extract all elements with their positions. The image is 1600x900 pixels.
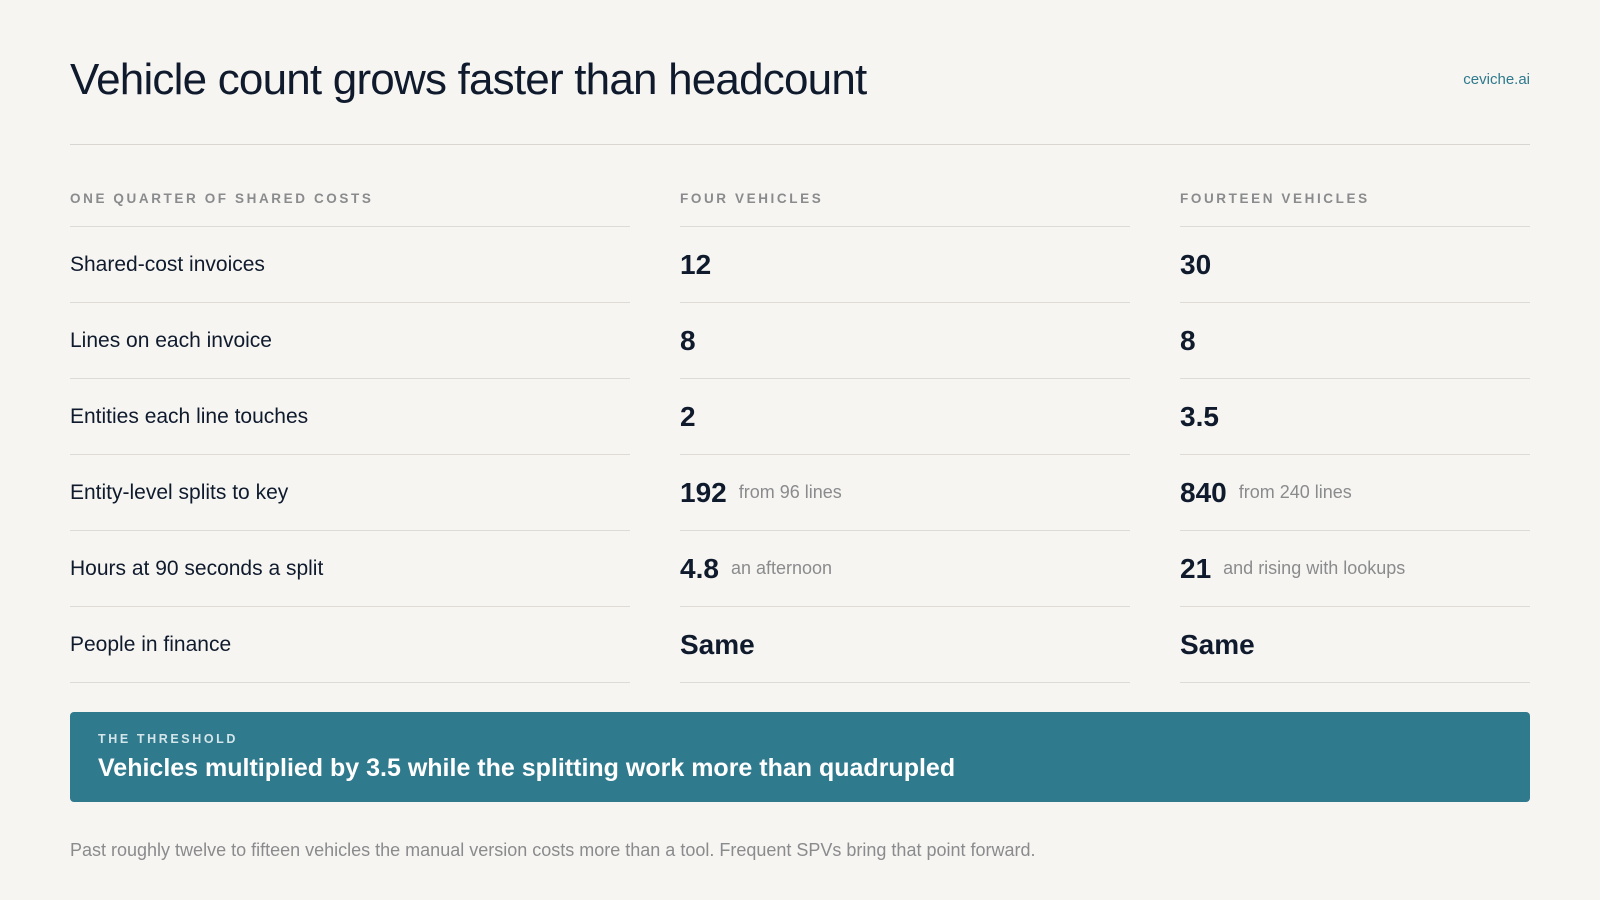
- cell-value: 840: [1180, 476, 1227, 508]
- cell-value: 30: [1180, 248, 1212, 280]
- cell-value: 2: [680, 400, 696, 432]
- table-cell: Same: [1180, 607, 1530, 683]
- table-row: Shared-cost invoices: [70, 227, 630, 303]
- cell-note: from 96 lines: [738, 482, 842, 502]
- table-cell: 2: [680, 379, 1130, 455]
- table-row: Entity-level splits to key: [70, 455, 630, 531]
- table-cell: 840 from 240 lines: [1180, 455, 1530, 531]
- divider: [70, 144, 1530, 145]
- table-cell: 8: [1180, 303, 1530, 379]
- table-cell: 3.5: [1180, 379, 1530, 455]
- column-header: One quarter of shared costs: [70, 182, 630, 227]
- table-cell: 4.8 an afternoon: [680, 531, 1130, 607]
- row-label: Entities each line touches: [70, 404, 309, 428]
- column-four-vehicles: Four vehicles 12 8 2 192 from 96 lines 4.…: [680, 182, 1130, 683]
- table-row: Hours at 90 seconds a split: [70, 531, 630, 607]
- row-label: Hours at 90 seconds a split: [70, 556, 324, 580]
- table-row: Entities each line touches: [70, 379, 630, 455]
- row-label: People in finance: [70, 632, 232, 656]
- callout-text: Vehicles multiplied by 3.5 while the spl…: [98, 754, 956, 782]
- cell-value: 21: [1180, 552, 1212, 584]
- table-cell: Same: [680, 607, 1130, 683]
- cell-value: 3.5: [1180, 400, 1219, 432]
- footnote: Past roughly twelve to fifteen vehicles …: [70, 840, 1036, 860]
- cell-value: Same: [1180, 628, 1255, 660]
- cell-value: 12: [680, 248, 712, 280]
- table-cell: 21 and rising with lookups: [1180, 531, 1530, 607]
- table-cell: 12: [680, 227, 1130, 303]
- cell-value: 8: [680, 324, 696, 356]
- cell-value: 4.8: [680, 552, 719, 584]
- cell-note: an afternoon: [730, 558, 833, 578]
- table-cell: 30: [1180, 227, 1530, 303]
- threshold-callout: The threshold Vehicles multiplied by 3.5…: [70, 712, 1530, 802]
- cell-note: and rising with lookups: [1223, 558, 1406, 578]
- table-cell: 8: [680, 303, 1130, 379]
- cell-value: 192: [680, 476, 727, 508]
- column-fourteen-vehicles: Fourteen vehicles 30 8 3.5 840 from 240 l…: [1130, 182, 1530, 683]
- table-row: Lines on each invoice: [70, 303, 630, 379]
- table-cell: 192 from 96 lines: [680, 455, 1130, 531]
- table-row: People in finance: [70, 607, 630, 683]
- cell-value: 8: [1180, 324, 1196, 356]
- cell-value: Same: [680, 628, 755, 660]
- cell-note: from 240 lines: [1238, 482, 1352, 502]
- column-header: Fourteen vehicles: [1180, 182, 1530, 227]
- column-header: Four vehicles: [680, 182, 1130, 227]
- row-label: Entity-level splits to key: [70, 480, 289, 504]
- brand-label: ceviche.ai: [1463, 71, 1530, 88]
- row-label: Lines on each invoice: [70, 328, 272, 352]
- slide: Vehicle count grows faster than headcoun…: [70, 0, 1530, 900]
- page-title: Vehicle count grows faster than headcoun…: [70, 55, 867, 104]
- callout-kicker: The threshold: [98, 732, 239, 746]
- column-metric: One quarter of shared costs Shared-cost …: [70, 182, 630, 683]
- row-label: Shared-cost invoices: [70, 252, 265, 276]
- header: Vehicle count grows faster than headcoun…: [70, 50, 1530, 110]
